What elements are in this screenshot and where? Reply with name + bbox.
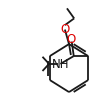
Text: NH: NH [52, 58, 70, 71]
Text: O: O [60, 23, 70, 36]
Text: O: O [67, 33, 76, 46]
